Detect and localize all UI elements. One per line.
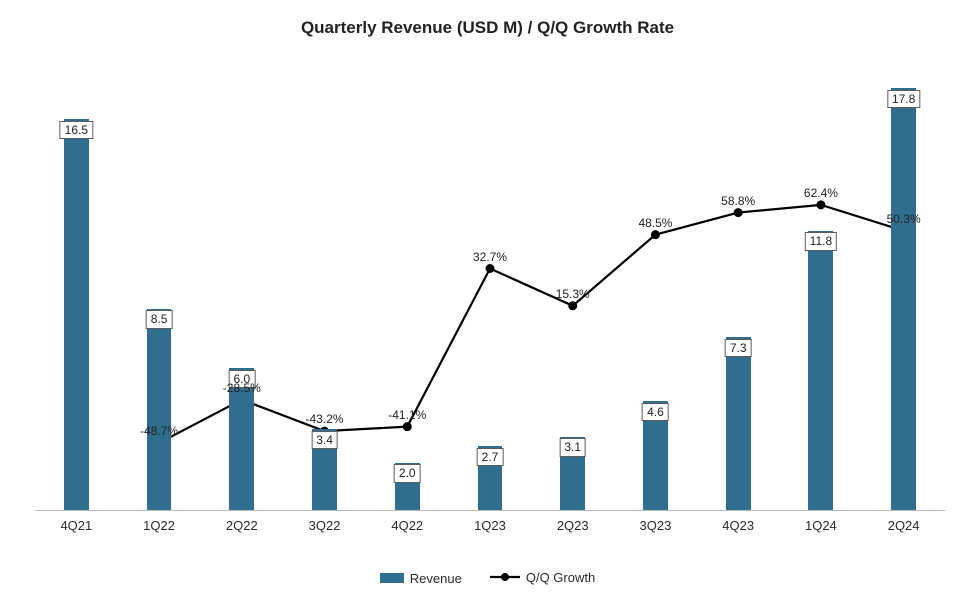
bar-slot: 3.12Q23 [531,60,614,510]
legend-swatch-bar [380,573,404,583]
revenue-value-label: 3.4 [311,431,338,449]
bar-slot: 2.04Q22 [366,60,449,510]
revenue-value-label: 2.7 [477,448,504,466]
growth-value-label: -28.5% [223,381,261,395]
bar-slot: 11.81Q24 [780,60,863,510]
revenue-value-label: 11.8 [805,232,837,250]
bar-slot: 8.51Q22 [118,60,201,510]
x-axis-label: 1Q22 [143,518,175,533]
growth-value-label: 15.3% [556,287,590,301]
x-axis-label: 4Q23 [722,518,754,533]
legend-item: Q/Q Growth [490,570,595,585]
revenue-growth-chart: Quarterly Revenue (USD M) / Q/Q Growth R… [0,0,975,596]
revenue-value-label: 7.3 [725,339,752,357]
legend-swatch-line [490,571,520,583]
bar-slot: 16.54Q21 [35,60,118,510]
legend: Revenue Q/Q Growth [0,570,975,587]
revenue-value-label: 4.6 [642,403,669,421]
growth-value-label: 58.8% [721,194,755,208]
chart-title: Quarterly Revenue (USD M) / Q/Q Growth R… [0,18,975,38]
bar-slot: 17.82Q24 [862,60,945,510]
x-axis-label: 1Q24 [805,518,837,533]
revenue-bar [147,309,172,510]
bar-slot: 6.02Q22 [200,60,283,510]
revenue-value-label: 16.5 [60,121,93,139]
x-axis-label: 2Q23 [557,518,589,533]
bar-slot: 7.34Q23 [697,60,780,510]
growth-value-label: 62.4% [804,186,838,200]
revenue-bar [726,337,751,510]
growth-value-label: 48.5% [638,216,672,230]
growth-value-label: 32.7% [473,250,507,264]
bar-slot: 4.63Q23 [614,60,697,510]
x-axis-label: 1Q23 [474,518,506,533]
legend-label: Q/Q Growth [526,570,595,585]
revenue-bar [64,119,89,510]
growth-value-label: 50.3% [887,212,921,226]
revenue-value-label: 2.0 [394,464,421,482]
plot-area: 16.54Q218.51Q226.02Q223.43Q222.04Q222.71… [35,60,945,511]
revenue-value-label: 17.8 [887,90,920,108]
revenue-bar [808,231,833,510]
growth-value-label: -43.2% [306,412,344,426]
bar-slot: 2.71Q23 [449,60,532,510]
x-axis-label: 4Q22 [391,518,423,533]
x-axis-label: 3Q22 [309,518,341,533]
growth-value-label: -41.1% [388,408,426,422]
growth-value-label: -48.7% [140,424,178,438]
revenue-value-label: 8.5 [146,310,173,328]
x-axis-label: 2Q22 [226,518,258,533]
x-axis-label: 2Q24 [888,518,920,533]
legend-item: Revenue [380,571,462,586]
legend-label: Revenue [410,571,462,586]
bar-slot: 3.43Q22 [283,60,366,510]
x-axis-label: 4Q21 [60,518,92,533]
x-axis-label: 3Q23 [640,518,672,533]
revenue-bar [891,88,916,510]
revenue-value-label: 3.1 [559,438,586,456]
